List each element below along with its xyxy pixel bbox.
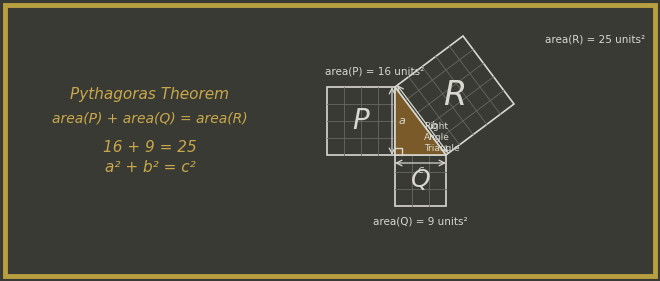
- Text: area(Q) = 9 units²: area(Q) = 9 units²: [373, 216, 468, 226]
- Text: b: b: [430, 121, 438, 131]
- Text: P: P: [352, 107, 370, 135]
- Bar: [327, 87, 395, 155]
- Text: c: c: [417, 165, 424, 175]
- Text: area(P) + area(Q) = area(R): area(P) + area(Q) = area(R): [52, 111, 248, 125]
- Text: a: a: [399, 116, 406, 126]
- Text: Pythagoras Theorem: Pythagoras Theorem: [71, 87, 230, 103]
- Text: 16 + 9 = 25: 16 + 9 = 25: [103, 140, 197, 155]
- Text: area(R) = 25 units²: area(R) = 25 units²: [545, 35, 645, 45]
- Text: R: R: [443, 79, 466, 112]
- Text: Right
Angle
Triangle: Right Angle Triangle: [424, 122, 459, 153]
- Text: a² + b² = c²: a² + b² = c²: [105, 160, 195, 176]
- Text: Q: Q: [411, 169, 430, 192]
- Text: area(P) = 16 units²: area(P) = 16 units²: [325, 67, 424, 77]
- Polygon shape: [395, 87, 446, 155]
- Bar: [395, 155, 446, 206]
